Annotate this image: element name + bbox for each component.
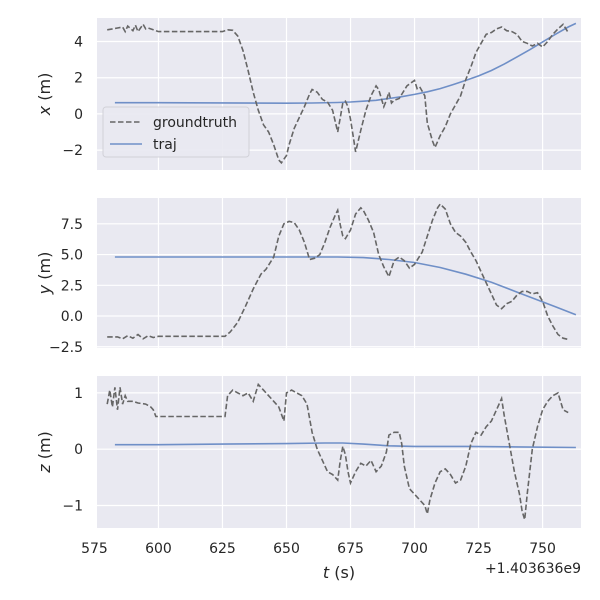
y-tick-label: 2.5 [61, 278, 83, 294]
x-tick-label: 700 [401, 541, 428, 557]
plot-area [97, 376, 581, 528]
series-traj [114, 256, 577, 316]
series-traj [114, 442, 576, 449]
series-groundtruth [106, 382, 569, 520]
plot-area [97, 198, 581, 348]
y-tick-label: 7.5 [61, 217, 83, 233]
x-axis: 575 600 625 650 675 700 725 750 [81, 541, 556, 557]
y-tick-label: 0 [74, 442, 83, 458]
x-tick-label: 675 [337, 541, 364, 557]
y-tick-label: 4 [74, 35, 83, 51]
x-tick-label: 625 [209, 541, 236, 557]
x-tick-label: 725 [465, 541, 492, 557]
x-offset-label: +1.403636e9 [485, 561, 581, 577]
y-axis-label: x (m) [35, 73, 54, 117]
x-tick-label: 600 [145, 541, 172, 557]
y-axis-label-variable: y [35, 284, 54, 295]
subplot-x: −2 0 2 4 x (m) groundtruth traj [35, 18, 581, 170]
x-tick-label: 650 [273, 541, 300, 557]
y-tick-label: 0 [74, 107, 83, 123]
y-axis-label: z (m) [35, 431, 54, 474]
x-tick-label: 575 [81, 541, 108, 557]
y-axis-label-unit: (m) [35, 252, 54, 285]
subplot-y: −2.5 0.0 2.5 5.0 7.5 y (m) [35, 198, 581, 356]
legend-label-traj: traj [153, 137, 177, 153]
y-axis-label-unit: (m) [35, 73, 54, 106]
y-tick-label: −2 [62, 143, 83, 159]
x-axis-label-unit: (s) [329, 563, 355, 582]
y-tick-label: −1 [62, 498, 83, 514]
legend-label-groundtruth: groundtruth [153, 115, 237, 131]
y-axis-label-unit: (m) [35, 431, 54, 464]
series-traj [114, 22, 577, 105]
x-axis-label: t (s) [323, 563, 355, 582]
y-tick-label: 5.0 [61, 248, 83, 264]
series-groundtruth [107, 22, 569, 165]
y-axis-label-variable: x [35, 105, 54, 116]
y-axis-label: y (m) [35, 252, 54, 296]
x-tick-label: 750 [529, 541, 556, 557]
legend: groundtruth traj [102, 106, 250, 158]
series-groundtruth [107, 202, 569, 341]
panels: −2 0 2 4 x (m) groundtruth traj −2.5 0.0 2.5 5.0 7.… [35, 18, 581, 528]
subplot-z: −1 0 1 z (m) [35, 376, 581, 528]
y-axis-label-variable: z [35, 464, 54, 474]
y-tick-label: 1 [74, 386, 83, 402]
y-tick-label: 2 [74, 71, 83, 87]
x-axis-label-variable: t [323, 563, 330, 582]
y-tick-label: −2.5 [49, 340, 83, 356]
y-tick-label: 0.0 [61, 309, 83, 325]
